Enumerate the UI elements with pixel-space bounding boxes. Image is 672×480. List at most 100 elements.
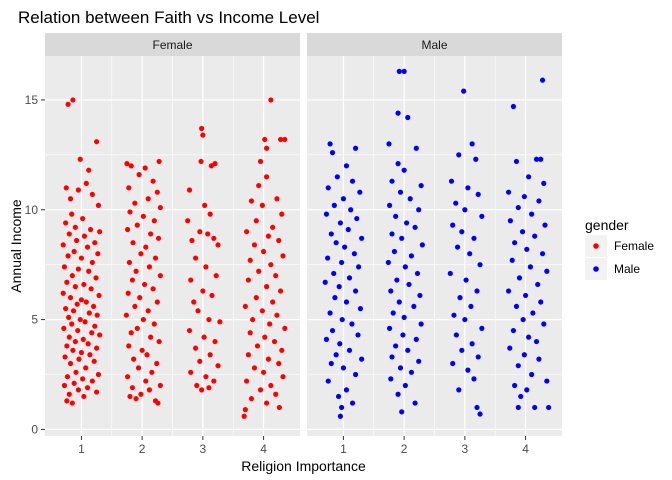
data-point-male: [395, 161, 401, 167]
data-point-male: [335, 393, 342, 400]
data-point-male: [390, 310, 396, 316]
data-point-female: [66, 314, 72, 320]
x-tick-label: 3: [462, 442, 469, 456]
data-point-female: [142, 165, 148, 171]
data-point-female: [84, 385, 91, 391]
data-point-male: [459, 229, 465, 235]
data-point-female: [97, 229, 103, 235]
data-point-female: [65, 101, 71, 107]
data-point-female: [87, 226, 94, 233]
data-point-male: [527, 264, 534, 270]
data-point-female: [200, 288, 206, 294]
data-point-male: [515, 404, 521, 411]
data-point-male: [349, 321, 355, 327]
data-point-male: [354, 215, 360, 222]
data-point-female: [130, 240, 136, 246]
data-point-male: [468, 303, 474, 310]
data-point-female: [140, 213, 146, 219]
data-point-male: [331, 202, 337, 208]
data-point-male: [399, 235, 405, 241]
data-point-female: [88, 286, 94, 292]
data-point-female: [144, 352, 150, 358]
data-point-male: [538, 299, 544, 305]
data-point-female: [253, 218, 259, 224]
data-point-female: [185, 218, 191, 224]
data-point-female: [152, 255, 159, 261]
data-point-female: [81, 393, 87, 400]
strip-male: [307, 33, 562, 56]
data-point-female: [76, 356, 82, 362]
data-point-female: [89, 378, 95, 384]
data-point-female: [206, 316, 212, 323]
data-point-male: [399, 409, 405, 415]
data-point-female: [126, 185, 132, 191]
data-point-female: [282, 325, 288, 331]
data-point-female: [213, 273, 219, 279]
data-point-male: [402, 382, 408, 389]
data-point-female: [195, 308, 201, 314]
data-point-male: [542, 222, 548, 228]
data-point-male: [477, 262, 483, 268]
data-point-male: [539, 251, 546, 257]
data-point-male: [536, 198, 542, 204]
data-point-female: [61, 325, 67, 331]
y-axis-title: Annual Income: [8, 199, 24, 293]
data-point-female: [67, 295, 74, 301]
data-point-female: [247, 257, 253, 263]
data-point-female: [60, 290, 66, 296]
data-point-male: [345, 226, 351, 233]
data-point-female: [251, 242, 258, 248]
data-point-male: [544, 268, 550, 274]
data-point-male: [512, 382, 518, 389]
data-point-female: [124, 161, 130, 167]
data-point-female: [123, 312, 129, 318]
data-point-female: [260, 248, 267, 255]
data-point-male: [529, 211, 535, 217]
y-tick-label: 10: [25, 203, 39, 217]
x-tick-label: 1: [78, 442, 85, 456]
data-point-female: [83, 365, 89, 371]
data-point-female: [69, 211, 75, 217]
data-point-female: [274, 196, 280, 202]
data-point-male: [325, 255, 331, 261]
data-point-male: [396, 299, 402, 305]
data-point-male: [417, 292, 423, 299]
data-point-male: [453, 200, 459, 206]
data-point-male: [532, 233, 538, 239]
facet-female: Female: [45, 33, 300, 436]
data-point-male: [327, 310, 333, 316]
data-point-female: [66, 391, 72, 397]
data-point-female: [192, 255, 199, 261]
data-point-female: [201, 334, 207, 340]
data-point-male: [395, 391, 401, 397]
data-point-female: [157, 204, 163, 211]
data-point-female: [74, 301, 80, 307]
data-point-female: [154, 189, 160, 195]
data-point-female: [154, 360, 160, 367]
data-point-male: [520, 316, 526, 323]
data-point-female: [138, 391, 144, 397]
data-point-female: [134, 222, 140, 228]
data-point-male: [388, 376, 394, 382]
data-point-female: [129, 385, 136, 391]
data-point-male: [448, 178, 455, 184]
y-tick-label: 15: [25, 93, 39, 107]
data-point-female: [129, 277, 136, 283]
data-point-male: [389, 178, 395, 184]
data-point-female: [209, 292, 215, 299]
data-point-female: [94, 312, 100, 318]
data-point-female: [212, 338, 218, 345]
data-point-male: [413, 336, 419, 342]
data-point-female: [92, 323, 98, 329]
data-point-female: [194, 382, 200, 389]
data-point-female: [64, 279, 70, 285]
data-point-male: [328, 231, 334, 237]
data-point-female: [212, 161, 218, 167]
data-point-female: [276, 404, 282, 411]
data-point-female: [69, 273, 75, 279]
data-point-female: [207, 352, 213, 358]
data-point-male: [413, 145, 419, 151]
data-point-female: [86, 268, 92, 274]
data-point-female: [87, 352, 93, 358]
data-point-male: [516, 275, 523, 281]
